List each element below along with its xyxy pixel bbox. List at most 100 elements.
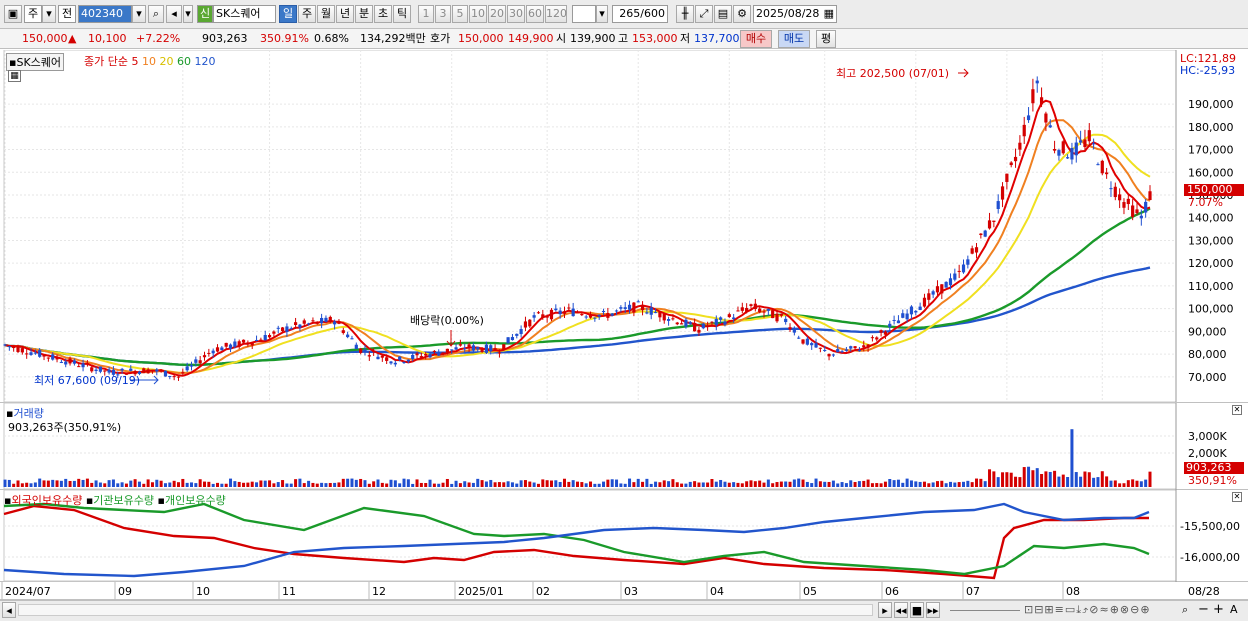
candle-body bbox=[1092, 143, 1096, 145]
interval-20-button[interactable]: 20 bbox=[488, 5, 506, 23]
search-icon[interactable]: ⌕ bbox=[148, 5, 164, 23]
crosshair-icon[interactable]: ⤢ bbox=[695, 5, 713, 23]
period-3-button[interactable]: 년 bbox=[336, 5, 354, 23]
scroll-track[interactable] bbox=[18, 604, 873, 616]
scroll-right-icon[interactable]: ▸ bbox=[878, 602, 892, 618]
period-6-button[interactable]: 틱 bbox=[393, 5, 411, 23]
interval-5-button[interactable]: 5 bbox=[452, 5, 468, 23]
sell-button[interactable]: 매도 bbox=[778, 30, 810, 48]
interval-3-button[interactable]: 3 bbox=[435, 5, 451, 23]
buy-button[interactable]: 매수 bbox=[740, 30, 772, 48]
candle-body bbox=[1131, 205, 1135, 217]
evaluation-button[interactable]: 평 bbox=[816, 30, 836, 48]
candle-body bbox=[601, 310, 606, 313]
interval-60-button[interactable]: 60 bbox=[526, 5, 544, 23]
volume-bar bbox=[72, 480, 76, 487]
volume-bar bbox=[489, 479, 493, 487]
interval-custom-input[interactable] bbox=[572, 5, 596, 23]
volume-bar bbox=[953, 482, 957, 487]
candle-body bbox=[1135, 209, 1139, 214]
candle-body bbox=[276, 327, 280, 329]
zoom-slider[interactable] bbox=[950, 604, 1020, 616]
period-4-button[interactable]: 분 bbox=[355, 5, 373, 23]
market-select[interactable]: 주 bbox=[24, 5, 42, 23]
zoom-in-icon[interactable]: + bbox=[1213, 602, 1224, 617]
window-layout-icon[interactable]: ▣ bbox=[4, 5, 22, 23]
bottom-scrollbar[interactable]: ◂ ▸ ◂◂ ■ ▸▸ ⊡⊟⊞≡▭⤓⤴⊘≈⊕⊗⊖⊕ ⌕ − + A bbox=[0, 600, 1248, 621]
candle-body bbox=[523, 321, 528, 328]
holdings-close-icon[interactable]: ✕ bbox=[1232, 492, 1242, 502]
volume-bar bbox=[233, 481, 237, 487]
price-chart-pane[interactable]: 190,000 180,000 170,000 160,000 150,000 140,0… bbox=[0, 50, 1248, 403]
volume-bar bbox=[632, 482, 636, 487]
font-size-icon[interactable]: A bbox=[1230, 603, 1238, 616]
volume-bar bbox=[623, 483, 627, 487]
rewind-icon[interactable]: ◂◂ bbox=[894, 602, 908, 618]
period-2-button[interactable]: 월 bbox=[317, 5, 335, 23]
volume-pane[interactable]: 3,000K 2,000K ▪거래량 903,263주(350,91%) ✕ 90… bbox=[0, 403, 1248, 490]
scroll-left-icon[interactable]: ◂ bbox=[2, 602, 16, 618]
stop-icon[interactable]: ■ bbox=[910, 602, 924, 618]
interval-120-button[interactable]: 120 bbox=[545, 5, 567, 23]
candle-body bbox=[649, 307, 653, 315]
calendar-icon[interactable]: ▦ bbox=[823, 7, 834, 20]
prev-button[interactable]: 전 bbox=[58, 5, 76, 23]
candle-body bbox=[398, 356, 402, 360]
volume-bar bbox=[905, 478, 909, 487]
interval-dropdown-icon[interactable]: ▾ bbox=[596, 5, 608, 23]
ma-legend-20: 20 bbox=[159, 55, 174, 68]
volume-bar bbox=[94, 480, 98, 487]
volume-bar bbox=[42, 480, 46, 487]
period-0-button[interactable]: 일 bbox=[279, 5, 297, 23]
candle-body bbox=[333, 321, 337, 325]
holdings-chart[interactable]: -15,500,00 -16,000,00 bbox=[0, 490, 1248, 582]
volume-bar bbox=[1040, 474, 1044, 487]
candle-body bbox=[506, 337, 510, 344]
forward-icon[interactable]: ▸▸ bbox=[926, 602, 940, 618]
interval-10-button[interactable]: 10 bbox=[469, 5, 487, 23]
save-icon[interactable]: ▤ bbox=[714, 5, 732, 23]
interval-1-button[interactable]: 1 bbox=[418, 5, 434, 23]
code-dropdown-icon[interactable]: ▾ bbox=[132, 5, 146, 23]
volume-close-icon[interactable]: ✕ bbox=[1232, 405, 1242, 415]
high-marker-arrow bbox=[958, 68, 969, 78]
volume-bar bbox=[450, 483, 454, 487]
date-input[interactable]: 2025/08/28 ▦ bbox=[753, 5, 837, 23]
holdings-pane[interactable]: -15,500,00 -16,000,00 ▪외국인보유수량 ▪기관보유수량 ▪개… bbox=[0, 490, 1248, 582]
volume-bar bbox=[16, 480, 20, 487]
volume-bar bbox=[424, 483, 428, 487]
zoom-out-icon[interactable]: − bbox=[1198, 602, 1209, 617]
volume-bar bbox=[567, 481, 571, 487]
volume-bar bbox=[415, 479, 419, 487]
stock-name-field[interactable]: SK스퀘어 bbox=[213, 5, 276, 23]
data-count-field[interactable]: 265/600 bbox=[612, 5, 668, 23]
speaker-dropdown-icon[interactable]: ▾ bbox=[183, 5, 193, 23]
volume-bar bbox=[805, 481, 809, 487]
candle-body bbox=[866, 344, 870, 348]
candle-body bbox=[350, 338, 354, 340]
candle-type-icon[interactable]: ╫ bbox=[676, 5, 694, 23]
candle-body bbox=[293, 322, 298, 326]
gear-icon[interactable]: ⚙ bbox=[733, 5, 751, 23]
candle-body bbox=[970, 248, 974, 254]
drawing-tools-icons[interactable]: ⊡⊟⊞≡▭⤓⤴⊘≈⊕⊗⊖⊕ bbox=[1024, 603, 1151, 616]
volume-bar bbox=[753, 481, 757, 487]
period-5-button[interactable]: 초 bbox=[374, 5, 392, 23]
volume-bar bbox=[1018, 477, 1022, 487]
volume-bar bbox=[1044, 471, 1048, 487]
price-y-tick: 140,000 bbox=[1188, 212, 1234, 225]
candle-body bbox=[810, 343, 814, 346]
period-1-button[interactable]: 주 bbox=[298, 5, 316, 23]
speaker-icon[interactable]: ◂ bbox=[166, 5, 182, 23]
interval-30-button[interactable]: 30 bbox=[507, 5, 525, 23]
chevron-down-icon[interactable]: ▾ bbox=[42, 5, 56, 23]
table-toggle-icon[interactable]: ▦ bbox=[8, 70, 21, 82]
stock-code-input[interactable]: 402340 bbox=[78, 5, 132, 23]
volume-bar bbox=[285, 483, 289, 487]
candle-body bbox=[693, 322, 697, 332]
top-toolbar: ▣ 주 ▾ 전 402340 ▾ ⌕ ◂ ▾ 신 SK스퀘어 ▾ 265/600… bbox=[0, 0, 1248, 29]
volume-bar bbox=[619, 483, 623, 487]
price-chart[interactable]: 190,000 180,000 170,000 160,000 150,000 140,0… bbox=[0, 50, 1248, 403]
zoom-icon[interactable]: ⌕ bbox=[1182, 603, 1189, 616]
volume-chart[interactable]: 3,000K 2,000K bbox=[0, 403, 1248, 490]
